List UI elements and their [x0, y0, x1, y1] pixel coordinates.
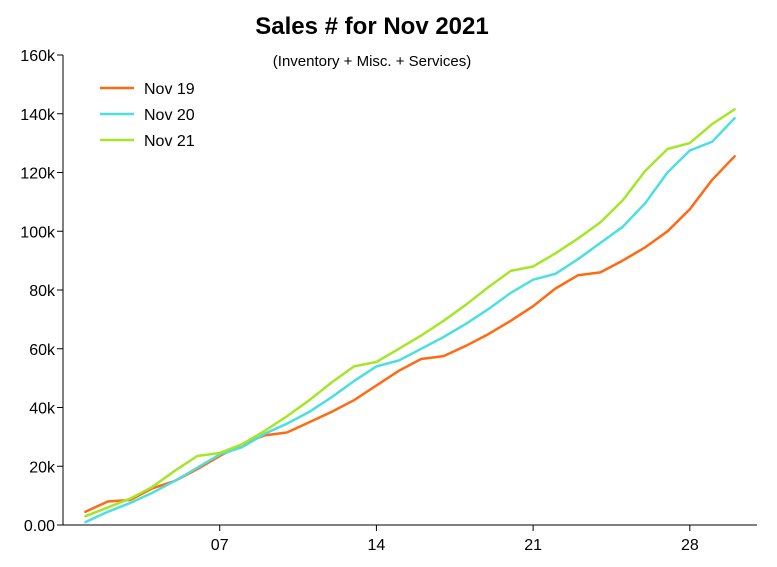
- series-line-nov-20: [84, 116, 736, 524]
- chart-legend: Nov 19 Nov 20 Nov 21: [100, 81, 195, 150]
- legend-label: Nov 21: [144, 133, 195, 150]
- y-tick-label: 40k: [29, 401, 56, 418]
- y-tick-label: 80k: [29, 283, 56, 300]
- y-tick-label: 120k: [20, 166, 56, 183]
- x-axis-ticks: 07 14 21 28: [211, 525, 699, 554]
- series-lines: [84, 108, 736, 524]
- y-tick-label: 60k: [29, 342, 56, 359]
- y-tick-label: 140k: [20, 107, 56, 124]
- y-tick-label: 100k: [20, 224, 56, 241]
- chart-subtitle: (Inventory + Misc. + Services): [273, 53, 471, 70]
- x-tick-label: 14: [368, 537, 386, 554]
- y-tick-label: 160k: [20, 48, 56, 65]
- legend-label: Nov 20: [144, 107, 195, 124]
- x-tick-label: 28: [681, 537, 699, 554]
- y-tick-label: 20k: [29, 459, 56, 476]
- y-axis-ticks: 0.00 20k 40k 60k 80k 100k 120k 140k 160k: [20, 48, 63, 535]
- x-tick-label: 07: [211, 537, 229, 554]
- series-line-nov-21: [84, 108, 736, 518]
- series-line-nov-19: [84, 155, 736, 514]
- x-tick-label: 21: [524, 537, 542, 554]
- y-tick-label: 0.00: [24, 518, 55, 535]
- legend-label: Nov 19: [144, 81, 195, 98]
- chart-title: Sales # for Nov 2021: [255, 13, 488, 40]
